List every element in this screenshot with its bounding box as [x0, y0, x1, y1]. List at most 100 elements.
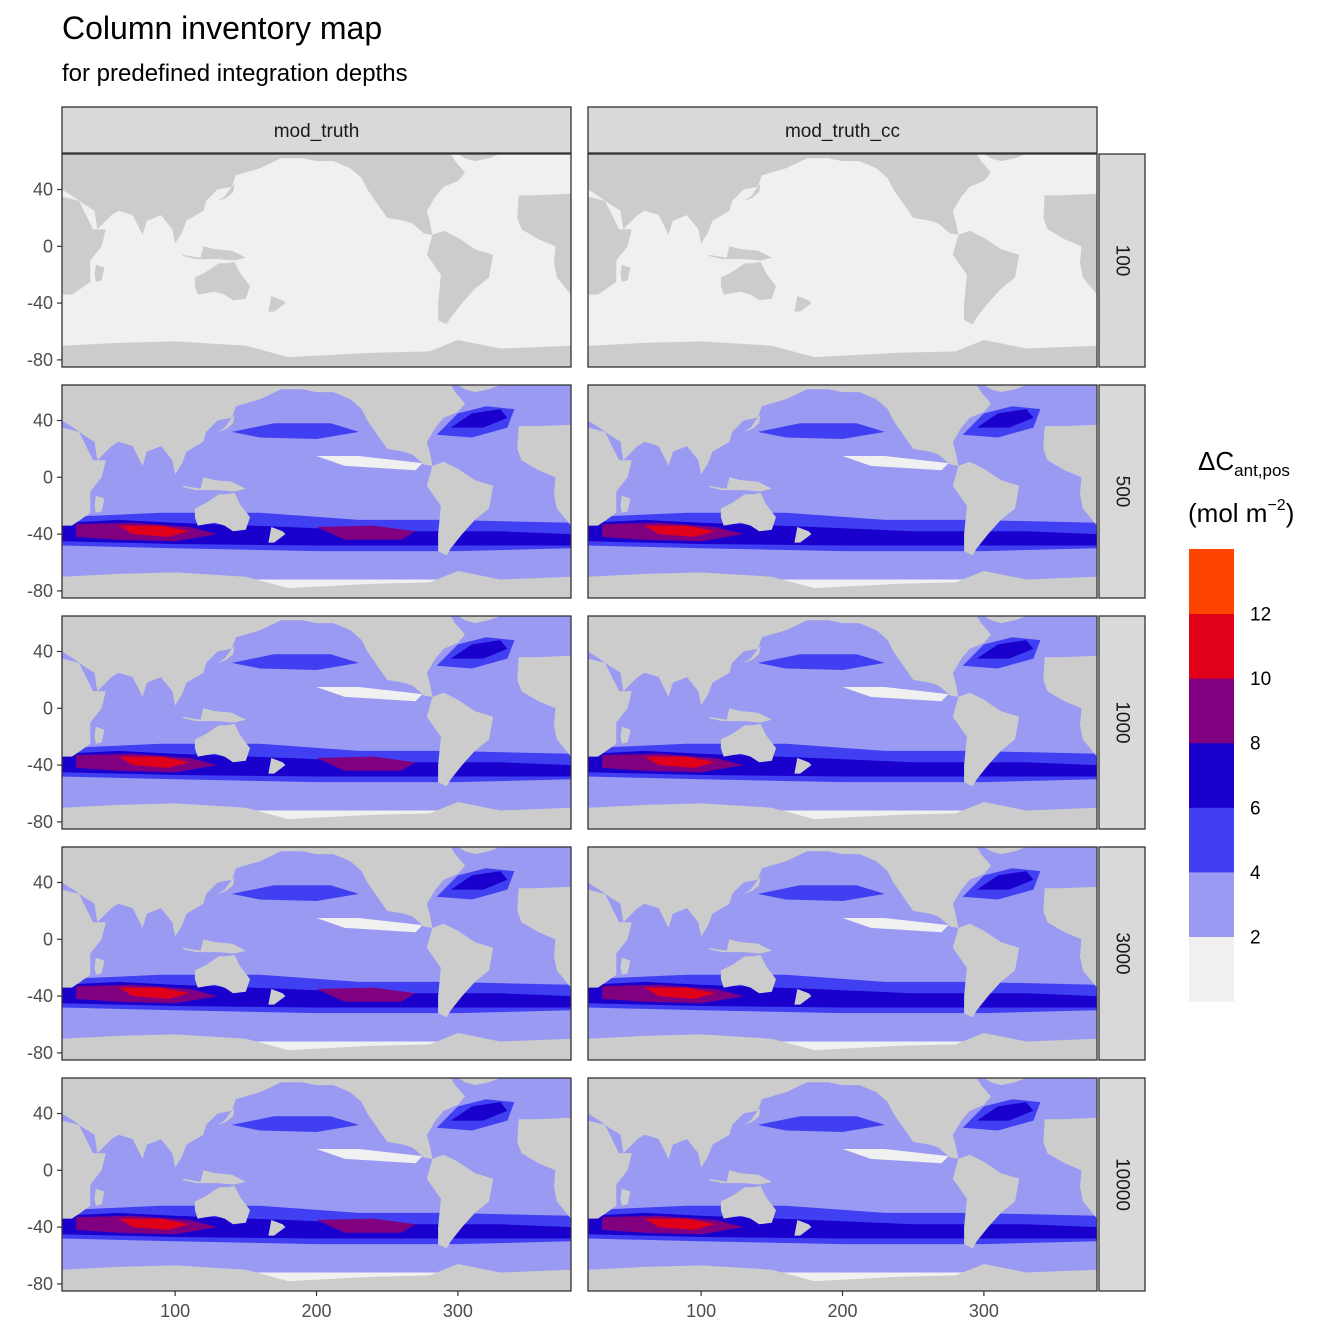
japan-land: [217, 876, 235, 894]
australia-land: [194, 492, 250, 532]
x-tick-label: 100: [686, 1301, 716, 1321]
legend-unit: (mol m−2): [1188, 497, 1294, 528]
y-tick-label: 40: [33, 180, 53, 200]
legend-swatch: [1189, 807, 1234, 873]
facet-row-label: 3000: [1112, 932, 1133, 974]
legend-break-label: 2: [1250, 927, 1261, 948]
south-america-land: [426, 923, 494, 1018]
antarctica-land: [62, 1264, 571, 1291]
africa-west-land: [517, 193, 571, 295]
north-pacific-4-6: [231, 885, 359, 901]
x-tick-label: 200: [301, 1301, 331, 1321]
south-america-land: [426, 1154, 494, 1249]
eq-pacific-low: [842, 918, 949, 933]
eurasia-land: [588, 385, 829, 475]
y-tick-label: -40: [27, 524, 53, 544]
y-tick-label: -40: [27, 1217, 53, 1237]
southern-purple-pac-8-10: [316, 1218, 416, 1233]
eq-pacific-low: [316, 918, 423, 933]
japan-land: [743, 645, 761, 663]
y-tick-label: 0: [43, 467, 53, 487]
australia-land: [194, 1185, 250, 1225]
africa-west-land: [517, 655, 571, 757]
madagascar-land: [620, 726, 631, 744]
legend-break-label: 6: [1250, 798, 1261, 819]
chart-title: Column inventory map: [62, 10, 383, 46]
greenland-land: [983, 1078, 1027, 1086]
africa-land: [62, 658, 106, 757]
facet-row-label: 10000: [1112, 1158, 1133, 1211]
north-atlantic-6-8: [450, 409, 508, 428]
southern-red-10-12: [118, 525, 190, 537]
japan-land: [743, 414, 761, 432]
north-atlantic-6-8: [450, 640, 508, 659]
y-tick-label: 0: [43, 698, 53, 718]
map-panel-mod_truth_cc-500: [587, 384, 1098, 599]
y-tick-label: -80: [27, 812, 53, 832]
chart-subtitle: for predefined integration depths: [62, 60, 408, 87]
eurasia-land: [588, 1078, 829, 1168]
southern-red-10-12: [644, 756, 716, 768]
eurasia-land: [62, 385, 303, 475]
eurasia-land: [588, 847, 829, 937]
north-america-land: [302, 154, 465, 235]
north-pacific-4-6: [757, 423, 885, 439]
eq-pacific-low: [316, 687, 423, 702]
legend-swatch: [1189, 613, 1234, 679]
facet-column-label: mod_truth_cc: [785, 121, 900, 142]
facet-row-label: 500: [1112, 476, 1133, 508]
southern-purple-pac-8-10: [316, 756, 416, 771]
x-tick-label: 100: [160, 1301, 190, 1321]
australia-land: [720, 954, 776, 994]
panel-border: [61, 846, 572, 1061]
madagascar-land: [620, 264, 631, 282]
africa-west-land: [1043, 655, 1097, 757]
north-america-land: [828, 154, 991, 235]
indonesia-land: [168, 701, 246, 723]
y-tick-label: -80: [27, 350, 53, 370]
north-america-land: [828, 616, 991, 697]
indonesia-land: [694, 470, 772, 492]
africa-west-land: [1043, 886, 1097, 988]
southern-red-10-12: [644, 1218, 716, 1230]
north-atlantic-6-8: [976, 871, 1034, 890]
newzealand-land: [268, 758, 286, 774]
panel-border: [587, 846, 1098, 1061]
facet-strip-mod_truth: mod_truth: [61, 106, 572, 154]
africa-land: [62, 196, 106, 295]
north-atlantic-6-8: [976, 1102, 1034, 1121]
eurasia-land: [62, 1078, 303, 1168]
indonesia-land: [694, 932, 772, 954]
legend-swatch: [1189, 936, 1234, 1002]
madagascar-land: [620, 957, 631, 975]
map-panel-mod_truth_cc-3000: [587, 846, 1098, 1061]
y-tick-label: -80: [27, 1274, 53, 1294]
facet-strip-depth-500: 500: [1098, 384, 1146, 599]
panel-border: [587, 615, 1098, 830]
newzealand-land: [268, 1220, 286, 1236]
panel-border: [61, 384, 572, 599]
greenland-land: [983, 154, 1027, 162]
north-pacific-4-6: [231, 1116, 359, 1132]
africa-land: [588, 427, 632, 526]
africa-west-land: [517, 424, 571, 526]
eurasia-land: [62, 154, 303, 244]
newzealand-land: [268, 989, 286, 1005]
southern-red-10-12: [118, 987, 190, 999]
eq-pacific-low: [316, 1149, 423, 1164]
north-pacific-4-6: [231, 654, 359, 670]
southern-red-10-12: [118, 756, 190, 768]
y-tick-label: 40: [33, 873, 53, 893]
panel-border: [61, 615, 572, 830]
madagascar-land: [94, 264, 105, 282]
x-tick-label: 300: [969, 1301, 999, 1321]
africa-land: [588, 196, 632, 295]
north-america-land: [302, 385, 465, 466]
y-tick-label: 0: [43, 929, 53, 949]
legend-title: ΔCant,pos: [1198, 446, 1290, 480]
indonesia-land: [168, 1163, 246, 1185]
southern-purple-pac-8-10: [316, 987, 416, 1002]
africa-land: [588, 658, 632, 757]
panel-border: [61, 153, 572, 368]
newzealand-land: [794, 1220, 812, 1236]
